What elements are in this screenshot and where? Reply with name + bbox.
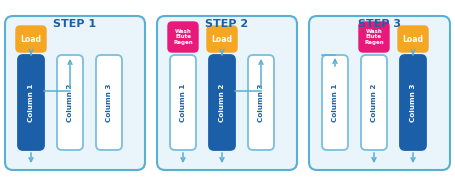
Text: Column 1: Column 1 — [28, 83, 34, 122]
Text: STEP 1: STEP 1 — [53, 19, 96, 29]
Text: Column 1: Column 1 — [332, 83, 338, 122]
Text: STEP 2: STEP 2 — [206, 19, 248, 29]
FancyBboxPatch shape — [400, 55, 426, 150]
FancyBboxPatch shape — [157, 16, 297, 170]
Text: Wash
Elute
Regen: Wash Elute Regen — [364, 29, 384, 45]
FancyBboxPatch shape — [16, 26, 46, 52]
Text: Column 2: Column 2 — [67, 83, 73, 122]
FancyBboxPatch shape — [207, 26, 237, 52]
Text: Column 3: Column 3 — [410, 83, 416, 122]
FancyBboxPatch shape — [96, 55, 122, 150]
FancyBboxPatch shape — [209, 55, 235, 150]
FancyBboxPatch shape — [322, 55, 348, 150]
Text: STEP 3: STEP 3 — [358, 19, 401, 29]
Text: Column 2: Column 2 — [371, 83, 377, 122]
Text: Column 1: Column 1 — [180, 83, 186, 122]
FancyBboxPatch shape — [18, 55, 44, 150]
FancyBboxPatch shape — [359, 22, 389, 52]
Text: Column 3: Column 3 — [258, 83, 264, 122]
Text: Load: Load — [403, 35, 424, 44]
FancyBboxPatch shape — [168, 22, 198, 52]
FancyBboxPatch shape — [57, 55, 83, 150]
FancyBboxPatch shape — [248, 55, 274, 150]
Text: Load: Load — [212, 35, 233, 44]
Text: Wash
Elute
Regen: Wash Elute Regen — [173, 29, 193, 45]
FancyBboxPatch shape — [5, 16, 145, 170]
FancyBboxPatch shape — [170, 55, 196, 150]
FancyBboxPatch shape — [361, 55, 387, 150]
FancyBboxPatch shape — [398, 26, 428, 52]
Text: Column 3: Column 3 — [106, 83, 112, 122]
Text: Load: Load — [20, 35, 41, 44]
FancyBboxPatch shape — [309, 16, 450, 170]
Text: Column 2: Column 2 — [219, 83, 225, 122]
